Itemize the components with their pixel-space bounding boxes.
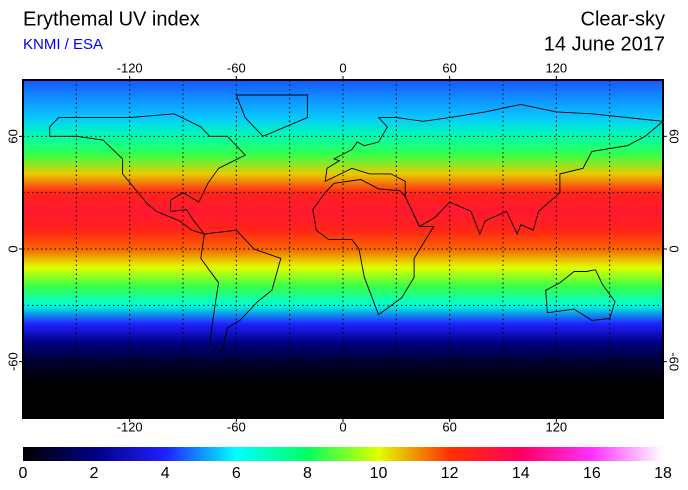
coastline [200, 229, 282, 354]
graticule [23, 80, 663, 418]
lon-tick-label: 120 [545, 60, 567, 75]
lon-tick-label: 0 [339, 419, 346, 434]
colorbar-tick-label: 2 [90, 465, 99, 482]
condition: Clear-sky [581, 8, 665, 30]
lat-tick-label: 60 [5, 129, 20, 143]
lat-tick-label: -60 [5, 352, 20, 371]
lon-tick-label: -120 [117, 419, 143, 434]
coastline [49, 113, 246, 235]
coastline [235, 94, 308, 137]
colorbar-tick-label: 16 [583, 465, 601, 482]
lat-tick-label: -60 [667, 352, 682, 371]
date: 14 June 2017 [544, 33, 665, 55]
lat-tick-label: 0 [5, 245, 20, 252]
lon-tick-label: -60 [227, 419, 246, 434]
coastline [312, 179, 435, 316]
colorbar-tick-label: 8 [303, 465, 312, 482]
source: KNMI / ESA [23, 36, 103, 53]
colorbar-tick-label: 12 [441, 465, 459, 482]
lat-tick-label: 60 [667, 129, 682, 143]
coastline [324, 103, 665, 236]
colorbar-tick-label: 10 [370, 465, 388, 482]
colorbar-tick-label: 0 [19, 465, 28, 482]
coastlines [22, 94, 665, 396]
colorbar-tick-label: 6 [232, 465, 241, 482]
title: Erythemal UV index [23, 8, 200, 30]
lon-tick-label: 0 [339, 60, 346, 75]
lon-tick-label: 120 [545, 419, 567, 434]
lon-tick-label: 60 [442, 419, 456, 434]
lon-tick-label: -60 [227, 60, 246, 75]
colorbar-tick-label: 14 [512, 465, 530, 482]
lat-tick-label: 0 [667, 245, 682, 252]
colorbar-tick-label: 18 [654, 465, 672, 482]
colorbar-tick-label: 4 [161, 465, 170, 482]
colorbar [23, 447, 663, 461]
lon-tick-label: 60 [442, 60, 456, 75]
coastline [22, 368, 665, 396]
coastline [545, 269, 616, 321]
lon-tick-label: -120 [117, 60, 143, 75]
